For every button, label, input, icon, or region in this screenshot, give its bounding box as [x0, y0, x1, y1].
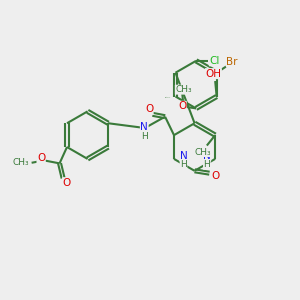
- Text: O: O: [178, 101, 186, 111]
- Text: H: H: [141, 132, 148, 141]
- Text: H: H: [180, 160, 187, 169]
- Text: N: N: [140, 122, 148, 132]
- Text: H: H: [203, 160, 210, 169]
- Text: O: O: [211, 171, 220, 181]
- Text: Br: Br: [226, 57, 238, 67]
- Text: O: O: [145, 104, 153, 114]
- Text: N: N: [203, 151, 211, 161]
- Text: CH₃: CH₃: [13, 158, 29, 167]
- Text: CH₃: CH₃: [194, 148, 211, 157]
- Text: methyl: methyl: [179, 85, 184, 86]
- Text: OH: OH: [206, 69, 221, 79]
- Text: N: N: [180, 151, 188, 161]
- Text: Cl: Cl: [209, 56, 220, 66]
- Text: O: O: [37, 153, 45, 163]
- Text: O: O: [63, 178, 71, 188]
- Text: CH₃: CH₃: [175, 85, 192, 94]
- Text: methoxy: methoxy: [165, 97, 171, 98]
